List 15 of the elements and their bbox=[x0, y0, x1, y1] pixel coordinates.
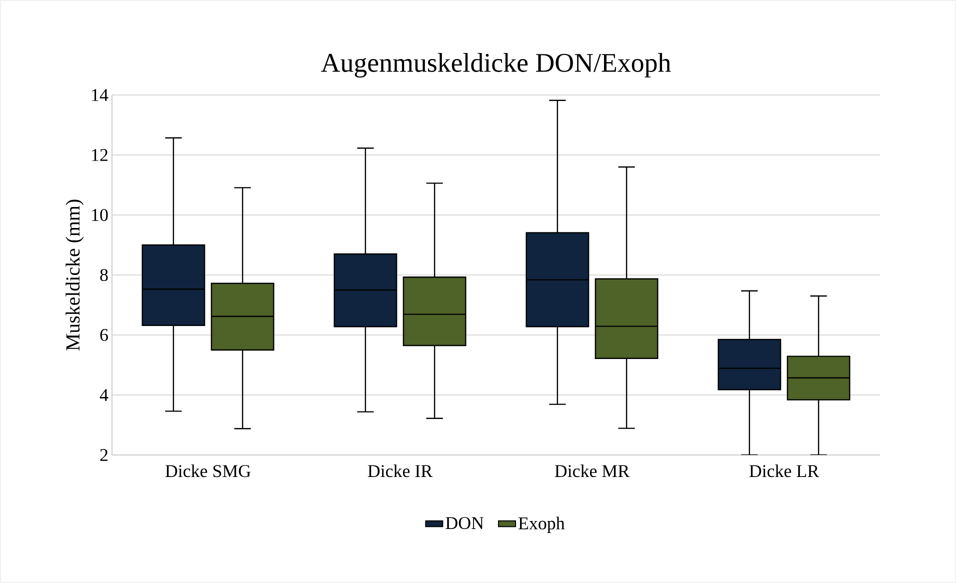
y-axis-title: Muskeldicke (mm) bbox=[66, 200, 84, 351]
y-tick-label: 6 bbox=[100, 328, 108, 342]
y-tick-label: 14 bbox=[92, 89, 108, 101]
y-tick-label: 10 bbox=[92, 208, 108, 222]
y-tick-label: 8 bbox=[100, 268, 108, 282]
chart-title: Augenmuskeldicke DON/Exoph bbox=[321, 53, 671, 78]
y-tick-label: 4 bbox=[100, 389, 108, 401]
x-tick-label: Dicke MR bbox=[554, 464, 630, 478]
y-tick-label: 2 bbox=[100, 449, 108, 461]
x-tick-label: Dicke SMG bbox=[165, 464, 251, 478]
x-tick-label: Dicke LR bbox=[749, 464, 820, 478]
legend-label: Exoph bbox=[518, 516, 565, 534]
y-tick-label: 12 bbox=[92, 149, 108, 161]
x-tick-label: Dicke IR bbox=[368, 464, 433, 478]
legend-label: DON bbox=[446, 517, 484, 530]
